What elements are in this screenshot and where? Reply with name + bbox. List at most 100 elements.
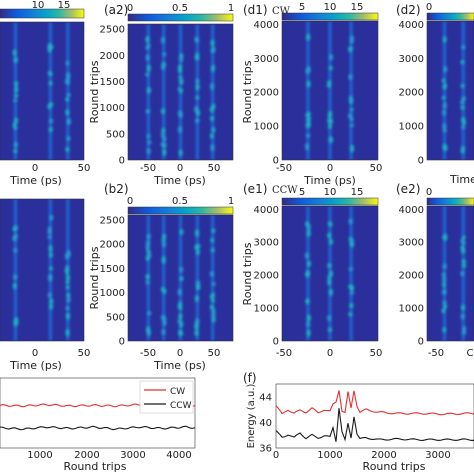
pulse-hotspot: [194, 37, 200, 43]
pulse-hotspot: [210, 143, 215, 152]
pulse-hotspot: [195, 248, 201, 256]
pulse-hotspot: [442, 101, 447, 109]
x-tick-e1: -50: [276, 348, 292, 359]
pulse-hotspot: [327, 278, 332, 286]
pulse-hotspot: [349, 144, 355, 153]
legend-label-cw: CW: [170, 387, 185, 397]
colorbar-a2: [127, 13, 234, 22]
pulse-hotspot: [12, 282, 18, 290]
y-tick: 0: [273, 337, 279, 348]
y-tick: 0: [119, 156, 125, 167]
pulse-hotspot: [443, 233, 448, 241]
y-tick: 500: [106, 312, 125, 323]
pulse-hotspot: [306, 314, 311, 322]
y-tick: 3000: [254, 54, 279, 65]
colorbar-tick-a2: 0: [127, 3, 133, 14]
pulse-hotspot: [145, 72, 150, 77]
pulse-hotspot: [442, 300, 447, 307]
pulse-hotspot: [178, 149, 183, 156]
pulse-hotspot: [195, 78, 200, 84]
pulse-hotspot: [348, 46, 354, 51]
x-label-a1: Time (ps): [9, 174, 62, 187]
pulse-hotspot: [328, 137, 333, 143]
colorbar-tick-d1: 10: [324, 2, 337, 13]
pulse-trace: [13, 199, 18, 341]
y-tick: 36: [259, 444, 272, 455]
pulse-hotspot: [349, 302, 354, 309]
pulse-hotspot: [211, 103, 216, 110]
y-tick: 44: [259, 392, 272, 403]
colorbar-tick-b2: 1: [228, 196, 234, 207]
x-tick-b2: 50: [208, 348, 221, 359]
panel-d1: 5 10 15 0 1000 2000 3000 4000 Round trips -5…: [241, 2, 382, 187]
pulse-hotspot: [347, 112, 353, 119]
colorbar-e1: [281, 197, 379, 206]
pulse-hotspot: [442, 263, 447, 270]
pulse-hotspot: [65, 78, 71, 86]
pulse-hotspot: [194, 329, 199, 337]
pulse-hotspot: [305, 33, 311, 41]
pulse-hotspot: [13, 57, 18, 63]
pulse-hotspot: [460, 304, 466, 312]
pulse-hotspot: [162, 52, 167, 57]
pulse-hotspot: [66, 293, 71, 298]
pulse-hotspot: [146, 64, 151, 72]
pulse-hotspot: [441, 109, 447, 116]
pulse-hotspot: [161, 233, 167, 240]
pulse-hotspot: [13, 141, 19, 149]
pulse-hotspot: [13, 98, 18, 103]
pulse-hotspot: [327, 123, 333, 129]
y-tick: 500: [106, 129, 125, 140]
y-tick: 2000: [254, 271, 279, 282]
pulse-hotspot: [65, 146, 70, 153]
pulse-trace: [211, 24, 215, 160]
pulse-hotspot: [145, 239, 151, 247]
colorbar-tick-b2: 0.5: [172, 196, 188, 207]
pulse-hotspot: [328, 288, 334, 296]
pulse-hotspot: [13, 149, 18, 154]
y-tick: 1000: [399, 304, 424, 315]
pulse-hotspot: [64, 97, 70, 102]
colorbar-tick-b2: 0: [127, 196, 133, 207]
pulse-hotspot: [306, 329, 311, 337]
pulse-hotspot: [327, 79, 332, 88]
pulse-hotspot: [13, 93, 19, 98]
y-tick: 2000: [399, 88, 424, 99]
pulse-hotspot: [327, 314, 332, 322]
pulse-hotspot: [211, 317, 216, 323]
y-tick: 1000: [100, 288, 125, 299]
pulse-hotspot: [161, 127, 166, 134]
pulse-hotspot: [349, 284, 354, 292]
colorbar-tick-e2: 0: [426, 187, 432, 198]
pulse-hotspot: [349, 237, 354, 243]
pulse-hotspot: [304, 221, 310, 227]
heatmap-b2: [128, 215, 233, 341]
pulse-hotspot: [145, 280, 150, 285]
pulse-trace: [195, 215, 199, 341]
y-tick: 0: [119, 337, 125, 348]
pulse-hotspot: [441, 308, 446, 314]
pulse-hotspot: [179, 331, 184, 336]
pulse-hotspot: [306, 260, 312, 267]
pulse-hotspot: [305, 299, 310, 304]
pulse-trace: [442, 21, 447, 160]
pulse-hotspot: [349, 123, 354, 128]
pulse-hotspot: [160, 287, 166, 292]
series-line-ccw: [0, 425, 196, 431]
y-tick: 1000: [399, 122, 424, 133]
y-tick: 1500: [100, 264, 125, 275]
pulse-hotspot: [305, 67, 310, 75]
pulse-hotspot: [47, 292, 53, 299]
heatmap-a2: [128, 24, 233, 160]
colorbar-tick-a1: 10: [32, 0, 45, 11]
colorbar-tick-d1: 15: [351, 2, 364, 13]
pulse-hotspot: [147, 140, 152, 145]
pulse-hotspot: [13, 247, 18, 253]
panel-label-a2: (a2): [104, 3, 128, 17]
pulse-hotspot: [348, 266, 353, 272]
y-tick: 1000: [254, 304, 279, 315]
x-tick-e2: -50: [428, 348, 444, 359]
panel-c: CW CCW 1000 2000 3000 4000 Round trips: [0, 377, 196, 473]
pulse-hotspot: [48, 266, 54, 271]
